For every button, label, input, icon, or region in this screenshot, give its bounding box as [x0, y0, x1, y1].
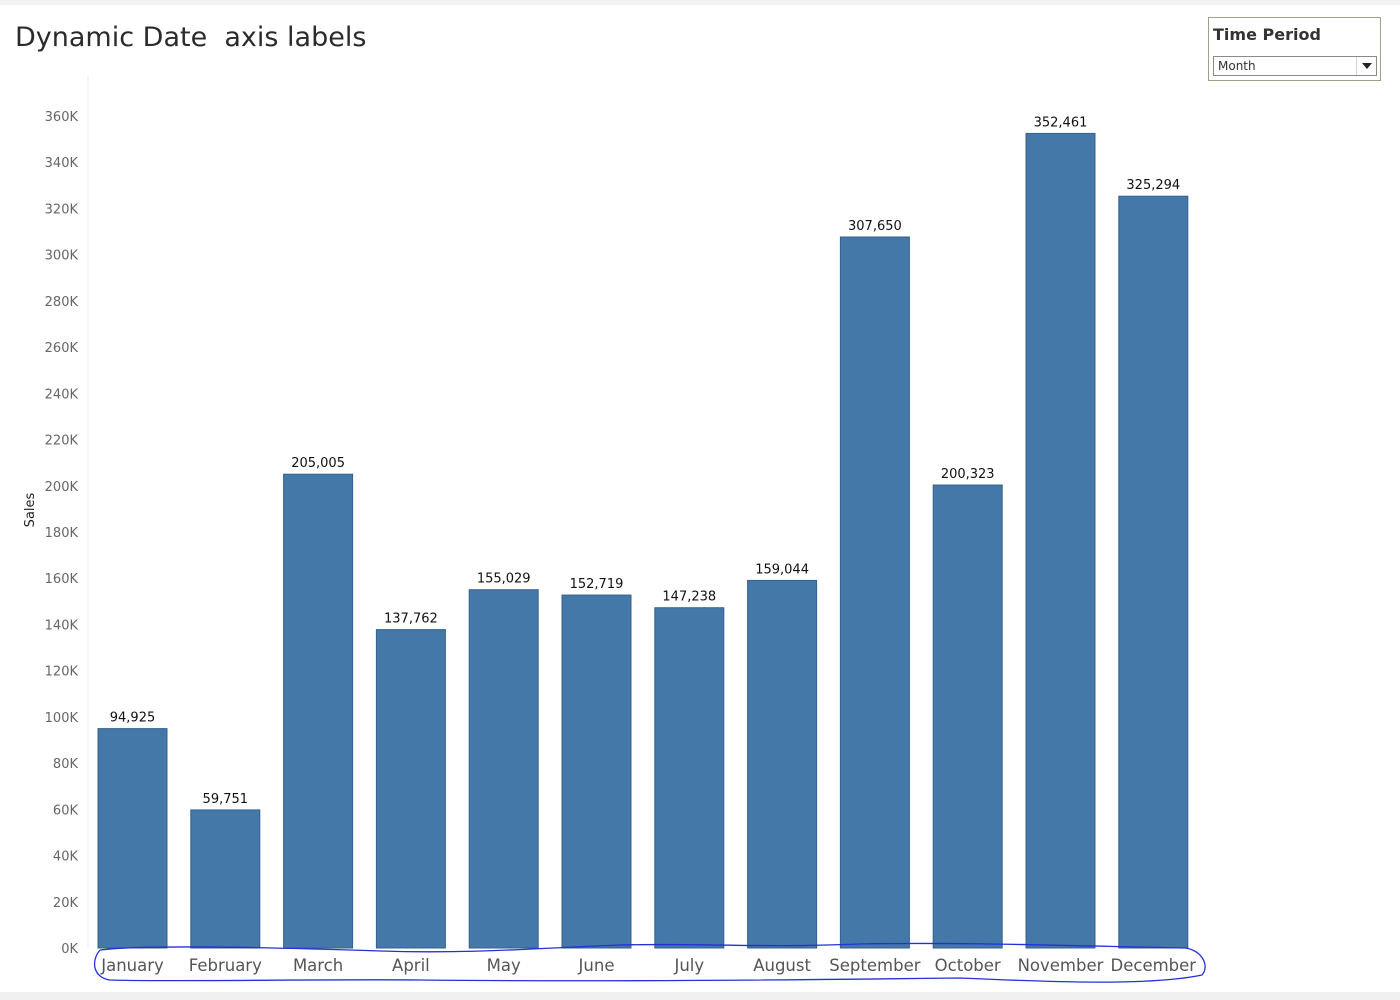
- bar-november: [1025, 132, 1096, 949]
- y-tick-label: 240K: [45, 387, 79, 402]
- time-period-selected-value: Month: [1218, 59, 1256, 73]
- x-category-label: September: [829, 956, 920, 975]
- x-category-label: December: [1111, 956, 1197, 975]
- x-category-label: April: [392, 956, 430, 975]
- y-tick-label: 300K: [45, 249, 79, 264]
- y-tick-label: 120K: [45, 665, 79, 680]
- bar-value-label: 137,762: [384, 612, 438, 627]
- y-tick-label: 340K: [45, 156, 79, 171]
- y-tick-label: 20K: [53, 896, 79, 911]
- x-category-label: August: [753, 956, 811, 975]
- y-tick-label: 80K: [53, 757, 79, 772]
- bar-february: [190, 809, 261, 949]
- x-category-label: May: [487, 956, 521, 975]
- x-category-label: January: [100, 956, 164, 975]
- y-tick-label: 220K: [45, 434, 79, 449]
- bar-april: [375, 629, 446, 949]
- bar-july: [654, 607, 725, 949]
- bar-december: [1118, 195, 1189, 949]
- bottom-strip: [0, 992, 1400, 1000]
- bar-value-label: 147,238: [662, 590, 716, 605]
- x-category-label: June: [578, 956, 615, 975]
- page-title: Dynamic Date axis labels: [15, 22, 367, 53]
- bar-value-label: 205,005: [291, 456, 345, 471]
- time-period-dropdown[interactable]: Month: [1213, 56, 1377, 76]
- time-period-filter: Time Period Month: [1208, 17, 1381, 81]
- bar-august: [747, 579, 818, 949]
- filter-title: Time Period: [1213, 25, 1321, 44]
- bar-value-label: 159,044: [755, 562, 809, 577]
- x-category-label: March: [293, 956, 343, 975]
- y-tick-label: 280K: [45, 295, 79, 310]
- x-category-label: July: [673, 956, 704, 975]
- dropdown-arrow-icon[interactable]: [1356, 57, 1376, 75]
- y-axis-title: Sales: [23, 492, 38, 527]
- bar-value-label: 59,751: [203, 792, 249, 807]
- bar-value-label: 155,029: [477, 572, 531, 587]
- bar-january: [97, 728, 168, 949]
- y-tick-label: 160K: [45, 572, 79, 587]
- bar-value-label: 200,323: [941, 467, 995, 482]
- bar-value-label: 94,925: [110, 711, 156, 726]
- y-tick-label: 320K: [45, 202, 79, 217]
- top-toolbar-strip: [0, 0, 1400, 5]
- y-tick-label: 140K: [45, 618, 79, 633]
- y-tick-label: 260K: [45, 341, 79, 356]
- x-category-label: February: [189, 956, 262, 975]
- bar-september: [839, 236, 910, 949]
- bar-may: [468, 589, 539, 949]
- y-tick-label: 360K: [45, 110, 79, 125]
- bar-june: [561, 594, 632, 949]
- y-tick-label: 180K: [45, 526, 79, 541]
- y-tick-label: 60K: [53, 803, 79, 818]
- x-category-label: November: [1018, 956, 1104, 975]
- bar-value-label: 152,719: [570, 577, 624, 592]
- y-tick-label: 100K: [45, 711, 79, 726]
- bar-march: [283, 473, 354, 949]
- axis-annotation-outline: [93, 942, 1206, 983]
- bar-october: [932, 484, 1003, 949]
- y-tick-label: 40K: [53, 850, 79, 865]
- y-tick-label: 0K: [61, 942, 78, 957]
- y-tick-label: 200K: [45, 480, 79, 495]
- bar-value-label: 325,294: [1126, 178, 1180, 193]
- bar-value-label: 307,650: [848, 219, 902, 234]
- bar-value-label: 352,461: [1034, 115, 1088, 130]
- x-category-label: October: [935, 956, 1001, 975]
